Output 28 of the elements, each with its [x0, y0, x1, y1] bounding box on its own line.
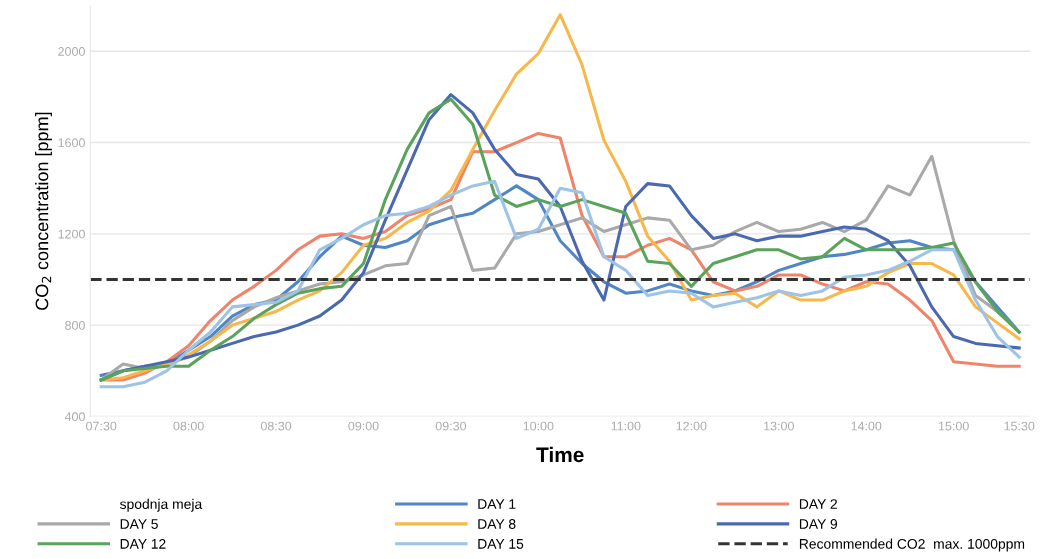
x-tick-label: 15:00: [938, 421, 969, 431]
legend-label: DAY 1: [478, 499, 516, 509]
x-tick-label: 13:00: [764, 421, 794, 431]
legend-label: Recommended CO2 max. 1000ppm: [799, 538, 1025, 552]
text: spodnja meja: [119, 498, 203, 512]
x-tick-label: 10:00: [523, 421, 554, 431]
x-tick-label: 08:00: [173, 421, 204, 431]
legend-label: DAY 5: [120, 519, 158, 529]
y-tick-label: 2000: [58, 47, 85, 56]
y-tick-label: 400: [64, 412, 85, 422]
y-tick-label: 800: [65, 320, 85, 330]
y-tick-label: 1200: [58, 229, 85, 239]
x-tick-label: 07:30: [86, 421, 117, 431]
legend-label: DAY 15: [478, 539, 524, 549]
x-tick-label: 14:00: [851, 421, 882, 431]
x-tick-label: 11:00: [611, 421, 641, 431]
y-axis-title: CO$_{2}$ concentration [ppm]: [35, 112, 52, 310]
y-tick-label: 1600: [58, 138, 85, 148]
legend-label: DAY 2: [799, 499, 837, 509]
legend-label: DAY 9: [799, 519, 838, 529]
x-tick-label: 09:30: [435, 421, 467, 431]
legend-label: DAY 12: [120, 538, 166, 549]
x-axis-title: Time: [536, 446, 584, 463]
x-tick-label: 12:00: [676, 421, 707, 431]
x-tick-label: 15:30: [1004, 421, 1035, 431]
legend-label: DAY 8: [478, 519, 516, 529]
x-tick-label: 08:30: [260, 421, 292, 431]
x-tick-label: 09:00: [348, 421, 379, 431]
